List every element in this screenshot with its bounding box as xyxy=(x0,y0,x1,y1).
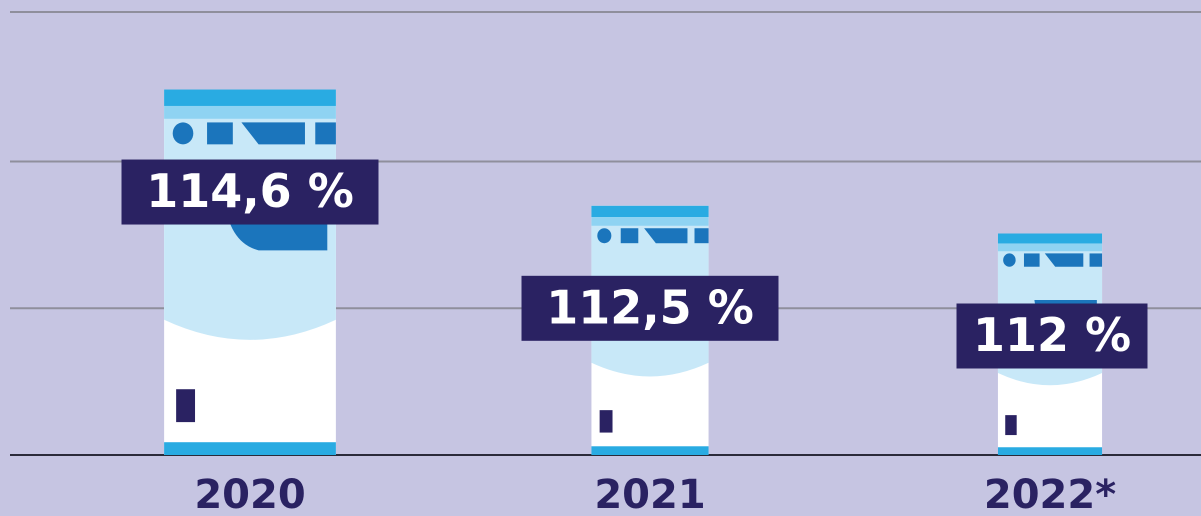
note-mark xyxy=(176,389,196,423)
note-bottom-stripe xyxy=(164,442,336,455)
note-shape xyxy=(620,228,639,244)
note-shape xyxy=(597,228,612,244)
note-shape xyxy=(241,122,305,145)
value-label-box xyxy=(121,159,379,225)
note-shape xyxy=(172,122,194,145)
note-bottom-stripe xyxy=(997,447,1103,455)
note-shape xyxy=(207,122,233,145)
note-band xyxy=(164,105,336,119)
note-mark xyxy=(1005,415,1017,436)
value-label-box xyxy=(956,303,1148,369)
value-label: 114,6 % xyxy=(146,164,354,218)
x-tick-label: 2022* xyxy=(984,472,1116,516)
value-label: 112,5 % xyxy=(546,280,754,334)
note-shape xyxy=(315,122,336,145)
x-tick-label: 2021 xyxy=(594,472,705,516)
x-tick-label: 2020 xyxy=(194,472,305,516)
note-shape xyxy=(1089,253,1103,267)
note-shape xyxy=(1003,253,1016,267)
note-mark xyxy=(599,410,613,433)
note-shape xyxy=(644,228,688,244)
value-label-box xyxy=(521,275,779,341)
note-shape xyxy=(1044,253,1084,267)
note-top-stripe xyxy=(164,89,336,106)
note-shape xyxy=(1023,253,1040,267)
value-label: 112 % xyxy=(973,308,1131,362)
note-band xyxy=(997,243,1103,252)
note-top-stripe xyxy=(997,233,1103,244)
note-shape xyxy=(694,228,709,244)
note-bottom-stripe xyxy=(591,446,709,455)
banknote xyxy=(164,89,336,456)
note-band xyxy=(591,217,709,226)
note-top-stripe xyxy=(591,205,709,218)
